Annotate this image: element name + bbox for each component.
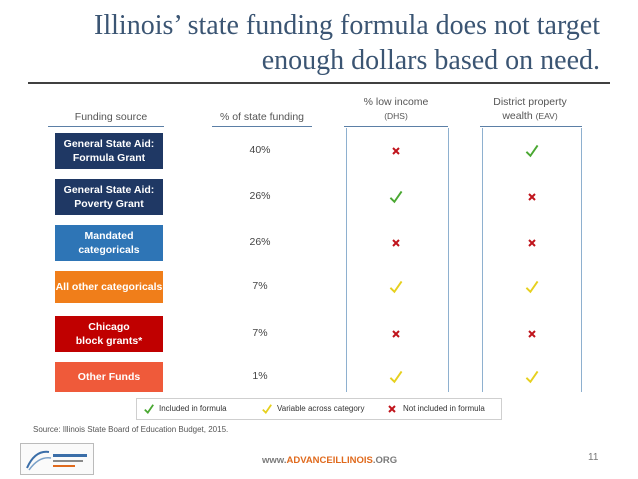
funding-source-line-2: categoricals bbox=[78, 244, 140, 256]
website-prefix: www. bbox=[262, 455, 287, 466]
legend-x-icon bbox=[387, 399, 397, 419]
header-property-wealth-sub: (EAV) bbox=[535, 111, 558, 121]
column-divider bbox=[581, 128, 582, 392]
check-icon bbox=[522, 143, 542, 164]
funding-source-line-1: Chicago bbox=[88, 321, 130, 333]
funding-source-line-1: Mandated bbox=[84, 230, 134, 242]
legend-variable-icon bbox=[261, 399, 273, 419]
header-property-wealth-label: District property bbox=[493, 96, 567, 108]
x-icon bbox=[386, 326, 406, 344]
legend: Included in formula Variable across cate… bbox=[136, 398, 502, 420]
funding-source-label: General State Aid: Formula Grant bbox=[55, 133, 163, 169]
funding-source-label: Mandated categoricals bbox=[55, 225, 163, 261]
check-icon bbox=[386, 189, 406, 210]
funding-source-line-2: Poverty Grant bbox=[74, 198, 144, 210]
funding-source-line-1: All other categoricals bbox=[55, 281, 163, 293]
x-icon bbox=[386, 143, 406, 161]
state-funding-percent: 7% bbox=[252, 280, 268, 292]
funding-source-line-1: Other Funds bbox=[77, 371, 141, 383]
x-icon bbox=[522, 235, 542, 253]
legend-not-included-label: Not included in formula bbox=[403, 404, 485, 413]
check-icon-yellow bbox=[386, 369, 406, 390]
title-line-2: enough dollars based on need. bbox=[261, 45, 600, 76]
funding-source-line-2: block grants* bbox=[75, 335, 143, 347]
title-line-1: Illinois’ state funding formula does not… bbox=[94, 10, 600, 41]
header-underline bbox=[212, 126, 312, 127]
state-funding-percent: 40% bbox=[249, 144, 271, 156]
funding-source-line-1: General State Aid: bbox=[63, 184, 155, 196]
funding-source-line-1: General State Aid: bbox=[63, 138, 155, 150]
source-note: Source: Illinois State Board of Educatio… bbox=[33, 425, 229, 434]
funding-source-label: All other categoricals bbox=[55, 271, 163, 303]
header-property-wealth-l2: wealth bbox=[502, 110, 533, 122]
funding-source-label: Other Funds bbox=[55, 362, 163, 392]
website-brand: ADVANCEILLINOIS bbox=[286, 455, 373, 466]
header-pct-state-funding: % of state funding bbox=[219, 111, 305, 123]
header-funding-source: Funding source bbox=[74, 111, 148, 123]
state-funding-percent: 7% bbox=[252, 327, 268, 339]
header-low-income-label: % low income bbox=[363, 96, 429, 108]
header-property-wealth: District property wealth (EAV) bbox=[478, 95, 582, 123]
advance-illinois-logo bbox=[20, 443, 94, 475]
funding-source-line-2: Formula Grant bbox=[72, 152, 146, 164]
state-funding-percent: 1% bbox=[252, 370, 268, 382]
header-underline bbox=[480, 126, 582, 127]
state-funding-percent: 26% bbox=[249, 236, 271, 248]
funding-source-label: Chicago block grants* bbox=[55, 316, 163, 352]
column-divider bbox=[482, 128, 483, 392]
page-number: 11 bbox=[588, 452, 599, 463]
legend-included-label: Included in formula bbox=[159, 404, 227, 413]
legend-variable-label: Variable across category bbox=[277, 404, 365, 413]
legend-check-icon bbox=[143, 399, 155, 419]
header-low-income: % low income (DHS) bbox=[346, 95, 446, 123]
header-low-income-sub: (DHS) bbox=[384, 111, 408, 121]
funding-source-label: General State Aid: Poverty Grant bbox=[55, 179, 163, 215]
column-divider bbox=[346, 128, 347, 392]
title-divider bbox=[28, 82, 610, 84]
website-link[interactable]: www.ADVANCEILLINOIS.ORG bbox=[262, 455, 397, 466]
x-icon bbox=[386, 235, 406, 253]
x-icon bbox=[522, 326, 542, 344]
check-icon-yellow bbox=[386, 279, 406, 300]
website-suffix: .ORG bbox=[372, 455, 398, 466]
check-icon-yellow bbox=[522, 369, 542, 390]
check-icon-yellow bbox=[522, 279, 542, 300]
state-funding-percent: 26% bbox=[249, 190, 271, 202]
x-icon bbox=[522, 189, 542, 207]
column-divider bbox=[448, 128, 449, 392]
header-underline bbox=[48, 126, 164, 127]
header-underline bbox=[344, 126, 448, 127]
slide-title: Illinois’ state funding formula does not… bbox=[30, 8, 600, 78]
